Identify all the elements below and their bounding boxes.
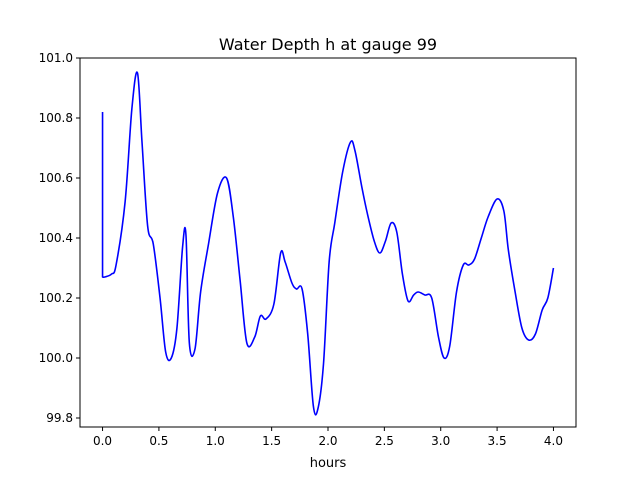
y-tick-label: 101.0 <box>39 51 73 65</box>
series-line-0 <box>101 71 555 416</box>
y-tick-label: 100.6 <box>39 171 73 185</box>
x-tick-label: 2.0 <box>318 434 337 448</box>
y-tick-label: 100.8 <box>39 111 73 125</box>
x-tick-label: 1.5 <box>262 434 281 448</box>
x-tick-label: 0.5 <box>149 434 168 448</box>
chart-title: Water Depth h at gauge 99 <box>219 35 437 54</box>
plot-area: 0.0 0.5 1.0 1.5 2.0 2.5 3.0 3.5 4.0 99.8 100.0 100.… <box>39 51 577 448</box>
x-tick-label: 4.0 <box>544 434 563 448</box>
y-tick-label: 99.8 <box>46 411 73 425</box>
x-tick-label: 3.5 <box>488 434 507 448</box>
x-tick-label: 1.0 <box>206 434 225 448</box>
y-tick-label: 100.0 <box>39 351 73 365</box>
y-tick-label: 100.4 <box>39 231 73 245</box>
x-axis-label: hours <box>310 456 347 471</box>
y-tick-label: 100.2 <box>39 291 73 305</box>
x-tick-label: 0.0 <box>93 434 112 448</box>
x-tick-label: 2.5 <box>375 434 394 448</box>
x-tick-label: 3.0 <box>431 434 450 448</box>
